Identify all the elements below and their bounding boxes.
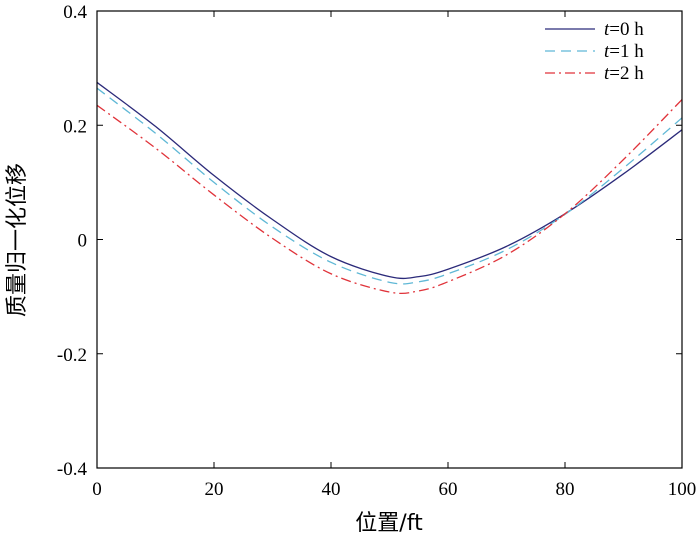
x-tick-label: 40	[322, 479, 341, 500]
y-tick-label: -0.4	[57, 459, 88, 480]
series-line-2	[97, 87, 682, 285]
y-tick-label: 0	[78, 231, 88, 252]
x-tick-label: 0	[92, 479, 102, 500]
y-tick-label: -0.2	[57, 345, 87, 366]
series-line-3	[97, 99, 682, 295]
plot-area	[97, 81, 682, 295]
y-axis-title: 质量归一化位移	[5, 163, 30, 317]
x-tick-label: 20	[205, 479, 224, 500]
x-tick-label: 100	[668, 479, 697, 500]
legend: t=0 ht=1 ht=2 h	[545, 19, 644, 84]
legend-label-2: t=1 h	[604, 41, 644, 62]
legend-label-1: t=0 h	[604, 19, 644, 40]
y-tick-label: 0.4	[63, 2, 87, 23]
x-tick-label: 60	[439, 479, 458, 500]
y-tick-label: 0.2	[63, 116, 87, 137]
plot-frame	[96, 10, 683, 469]
x-tick-label: 80	[556, 479, 575, 500]
series-line-1	[97, 81, 682, 280]
legend-label-3: t=2 h	[604, 63, 644, 84]
x-axis-title: 位置/ft	[355, 511, 423, 536]
axes: 0 20 40 60 80 100 -0.4 -0.2 0 0.2 0.4	[57, 2, 696, 500]
